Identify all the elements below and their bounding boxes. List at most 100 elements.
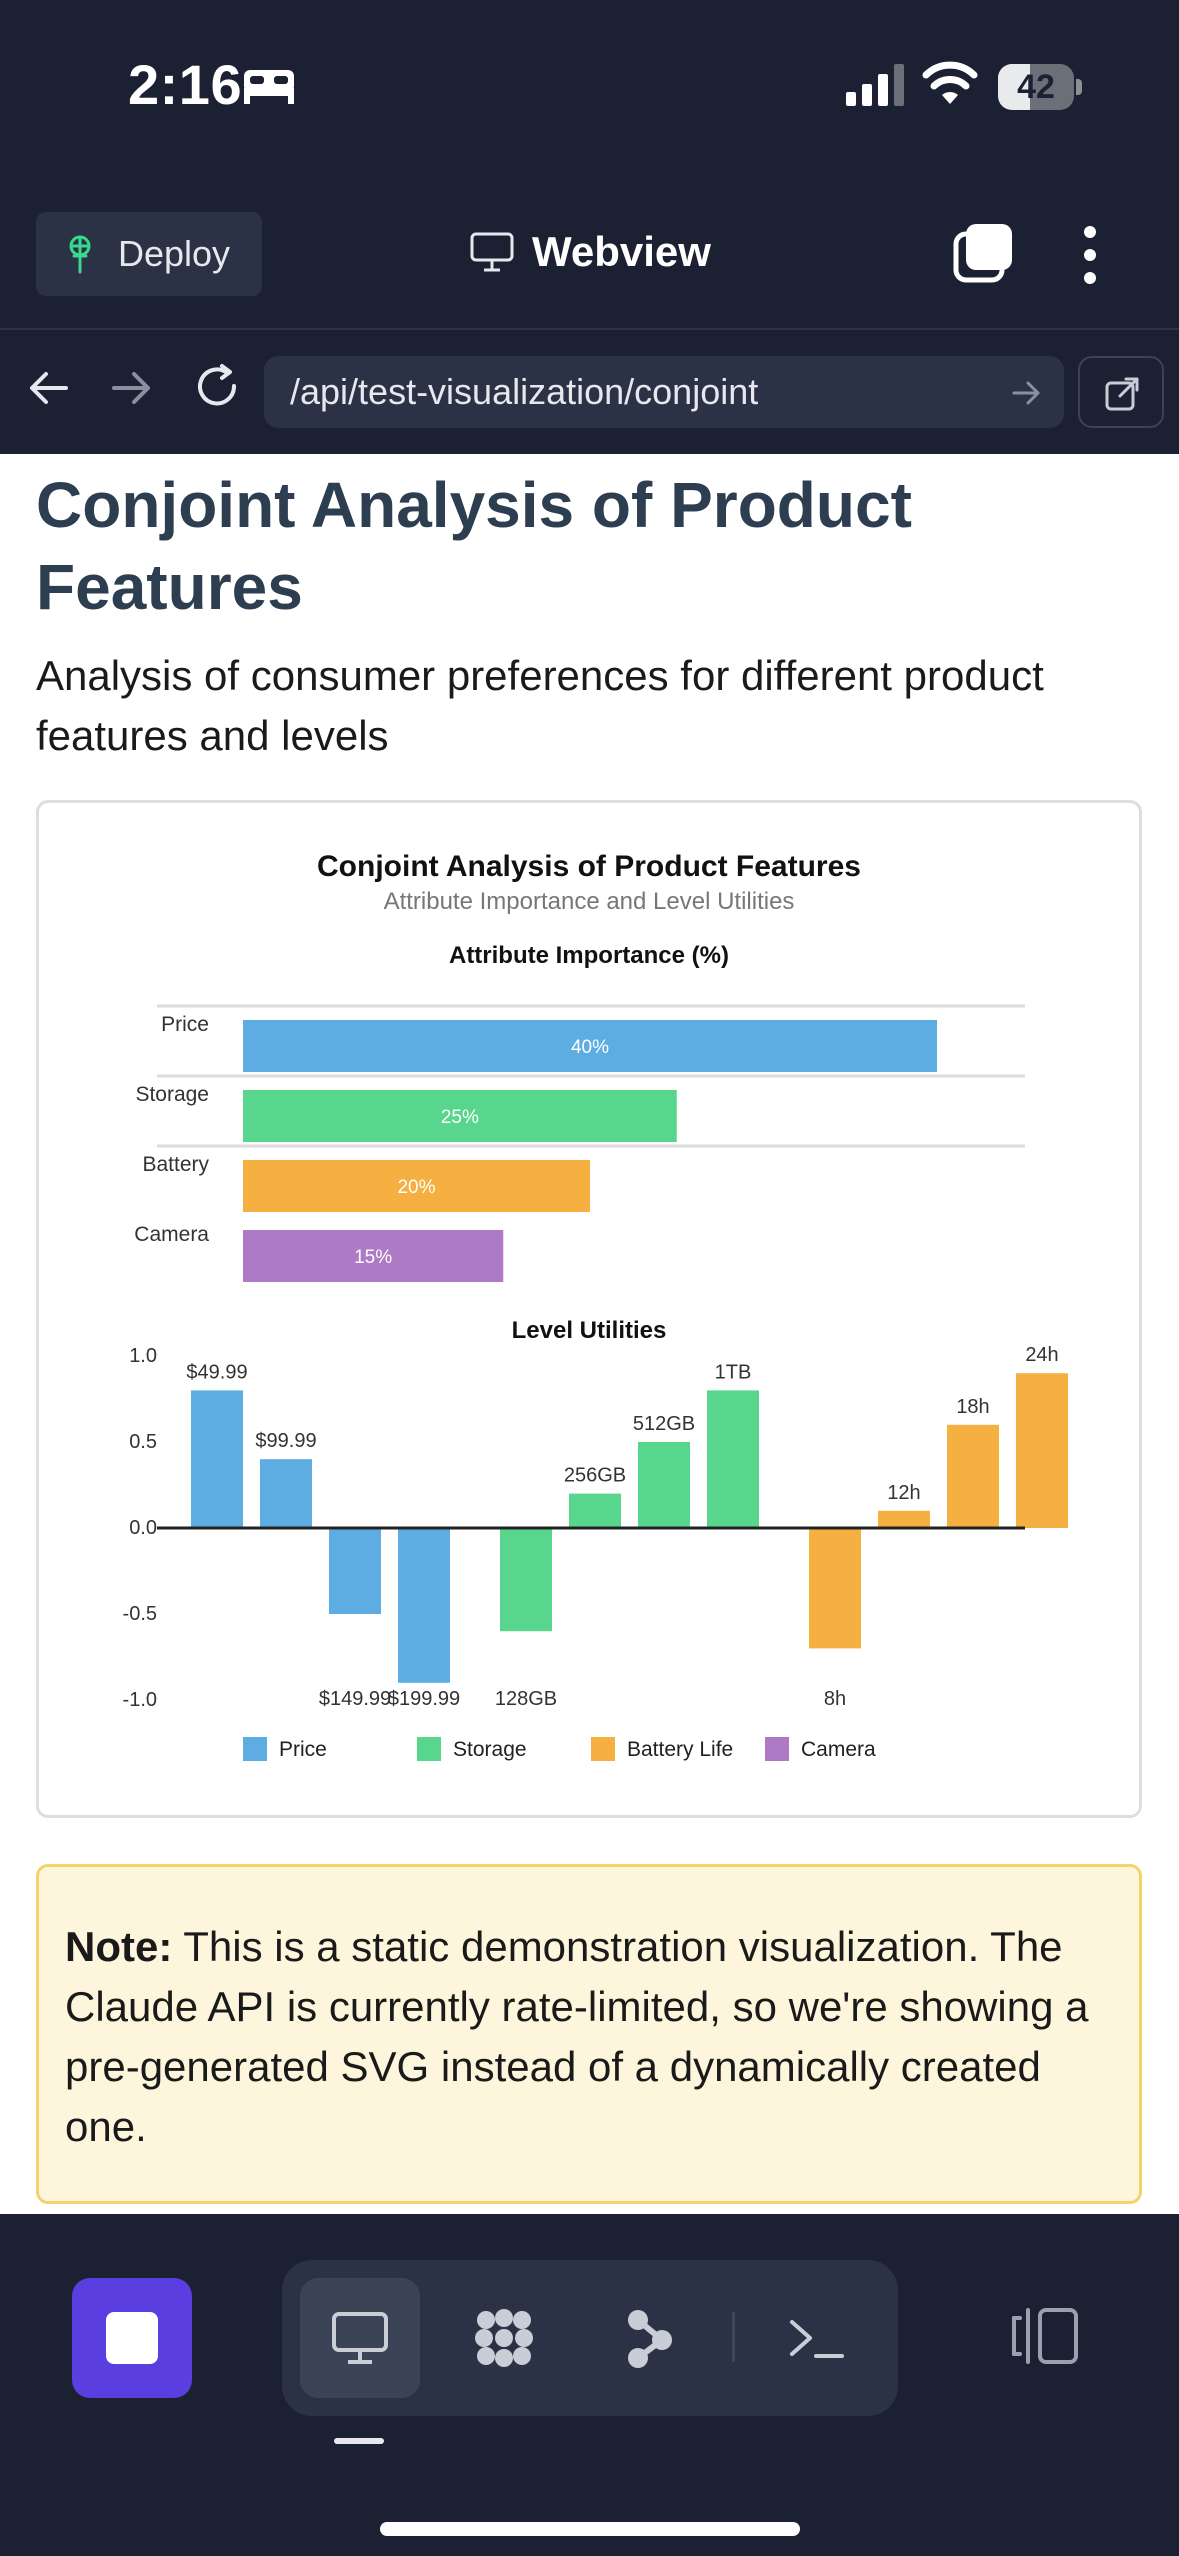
monitor-icon	[470, 232, 514, 272]
utility-bar	[947, 1424, 999, 1528]
utility-bar	[878, 1510, 930, 1528]
utility-bar	[500, 1528, 552, 1632]
stop-button[interactable]	[72, 2278, 192, 2398]
legend-swatch	[243, 1737, 267, 1761]
monitor-icon	[332, 2312, 388, 2364]
bed-icon	[244, 70, 294, 104]
legend-label: Camera	[801, 1738, 876, 1761]
y-tick-label: 0.5	[129, 1431, 157, 1453]
webview-content: Conjoint Analysis of Product Features An…	[0, 454, 1179, 2214]
utility-bar	[638, 1442, 690, 1528]
branch-icon	[628, 2310, 672, 2368]
utility-level-label: $99.99	[255, 1430, 316, 1452]
forward-arrow-icon[interactable]	[110, 366, 154, 410]
back-arrow-icon[interactable]	[26, 366, 70, 410]
bottom-toolbar	[0, 2214, 1179, 2556]
importance-bar	[243, 1230, 504, 1282]
note-label: Note:	[65, 1923, 173, 1970]
status-bar: 2:16 42	[0, 0, 1179, 180]
note-text: This is a static demonstration visualiza…	[65, 1923, 1089, 2150]
utility-bar	[260, 1459, 312, 1528]
utility-bar	[398, 1528, 450, 1683]
importance-bar-label: 25%	[441, 1107, 479, 1128]
toolbar-divider	[732, 2312, 735, 2362]
chart-subtitle: Attribute Importance and Level Utilities	[384, 888, 795, 915]
utility-bar	[809, 1528, 861, 1649]
utility-level-label: 512GB	[633, 1413, 695, 1435]
importance-category-label: Price	[161, 1013, 209, 1036]
importance-category-label: Battery	[142, 1153, 209, 1176]
legend-swatch	[417, 1737, 441, 1761]
utility-level-label: $199.99	[388, 1688, 460, 1710]
app-header: Deploy Webview	[0, 180, 1179, 330]
utility-level-label: 24h	[1025, 1344, 1058, 1366]
open-external-button[interactable]	[1078, 356, 1164, 428]
battery-percent: 42	[1017, 68, 1055, 106]
url-bar: /api/test-visualization/conjoint	[0, 332, 1179, 454]
utility-bar	[1016, 1373, 1068, 1528]
home-indicator	[380, 2522, 800, 2536]
chart-title: Conjoint Analysis of Product Features	[317, 850, 861, 883]
deploy-icon	[69, 235, 91, 274]
utility-level-label: 256GB	[564, 1465, 626, 1487]
page-title: Conjoint Analysis of Product Features	[36, 469, 912, 623]
note-box: Note: This is a static demonstration vis…	[36, 1864, 1142, 2204]
workflow-tool-button[interactable]	[444, 2278, 564, 2398]
importance-bar	[243, 1020, 937, 1072]
utility-level-label: 1TB	[715, 1361, 752, 1383]
page-subtitle: Analysis of consumer preferences for dif…	[36, 652, 1044, 759]
legend-label: Storage	[453, 1738, 527, 1761]
shell-tool-button[interactable]	[756, 2278, 876, 2398]
y-tick-label: 1.0	[129, 1345, 157, 1367]
header-title: Webview	[532, 228, 711, 275]
chart-card: Conjoint Analysis of Product Features Att…	[36, 800, 1142, 1818]
utility-bar	[707, 1390, 759, 1528]
utility-level-label: 18h	[956, 1396, 989, 1418]
stop-icon	[106, 2312, 158, 2364]
y-tick-label: -0.5	[123, 1603, 157, 1625]
tabs-icon[interactable]	[952, 222, 1014, 284]
url-input[interactable]: /api/test-visualization/conjoint	[264, 356, 1064, 428]
importance-bar	[243, 1160, 590, 1212]
utility-bar	[329, 1528, 381, 1614]
tool-switcher	[282, 2260, 898, 2416]
importance-bar-label: 15%	[354, 1247, 392, 1268]
status-time: 2:16	[128, 53, 243, 116]
deploy-button[interactable]: Deploy	[36, 212, 262, 296]
importance-category-label: Storage	[135, 1083, 209, 1106]
utility-bar	[569, 1493, 621, 1528]
legend-swatch	[765, 1737, 789, 1761]
utility-bar	[191, 1390, 243, 1528]
wifi-icon	[922, 61, 978, 104]
importance-bar	[243, 1090, 677, 1142]
webview-title: Webview	[470, 228, 711, 276]
panel-toggle-icon[interactable]	[1010, 2306, 1080, 2366]
utility-level-label: 12h	[887, 1482, 920, 1504]
utility-level-label: $49.99	[186, 1361, 247, 1383]
more-menu-icon[interactable]	[1070, 224, 1110, 286]
importance-category-label: Camera	[134, 1223, 209, 1246]
grid-dots-icon	[475, 2309, 533, 2367]
importance-panel-title: Attribute Importance (%)	[449, 942, 729, 969]
legend-label: Battery Life	[627, 1738, 733, 1761]
utility-level-label: $149.99	[319, 1688, 391, 1710]
legend-label: Price	[279, 1738, 327, 1761]
external-link-icon	[1105, 377, 1139, 411]
webview-tool-button[interactable]	[300, 2278, 420, 2398]
battery-indicator: 42	[998, 64, 1082, 110]
importance-bar-label: 20%	[397, 1177, 435, 1198]
y-tick-label: 0.0	[129, 1517, 157, 1539]
legend-swatch	[591, 1737, 615, 1761]
conjoint-chart: Conjoint Analysis of Product Features Att…	[123, 850, 1068, 1761]
terminal-icon	[790, 2320, 844, 2358]
utility-level-label: 8h	[824, 1688, 846, 1710]
go-arrow-icon[interactable]	[1012, 378, 1042, 408]
deploy-label: Deploy	[118, 233, 231, 274]
git-tool-button[interactable]	[588, 2278, 708, 2398]
utility-level-label: 128GB	[495, 1688, 557, 1710]
reload-icon[interactable]	[192, 362, 242, 412]
importance-bar-label: 40%	[571, 1037, 609, 1058]
active-tab-indicator	[334, 2438, 384, 2444]
y-tick-label: -1.0	[123, 1689, 157, 1711]
utilities-panel-title: Level Utilities	[512, 1317, 667, 1344]
